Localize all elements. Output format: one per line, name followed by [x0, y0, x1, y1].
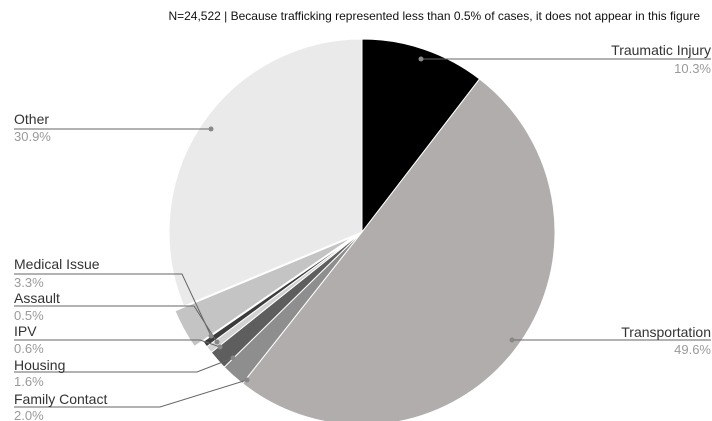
slice-value-housing: 1.6% — [14, 374, 44, 389]
leader-line-assault — [14, 305, 218, 343]
slice-value-transportation: 49.6% — [674, 342, 711, 357]
slice-value-ipv: 0.6% — [14, 341, 44, 356]
slice-value-medical-issue: 3.3% — [14, 275, 44, 290]
leader-dot-housing — [230, 355, 236, 361]
slice-label-assault: Assault — [14, 290, 60, 306]
slice-value-traumatic-injury: 10.3% — [674, 61, 711, 76]
leader-line-ipv — [14, 339, 221, 348]
leader-dot-medical-issue — [208, 333, 214, 339]
leader-dot-traumatic-injury — [418, 56, 424, 62]
slice-label-other: Other — [14, 111, 49, 127]
leader-line-medical-issue — [14, 273, 212, 337]
leader-dot-family-contact — [244, 377, 250, 383]
leader-dot-transportation — [509, 337, 515, 343]
slice-label-transportation: Transportation — [621, 324, 711, 340]
slice-value-family-contact: 2.0% — [14, 408, 44, 421]
leader-dot-other — [208, 126, 214, 132]
chart-note: N=24,522 | Because trafficking represent… — [168, 9, 700, 23]
pie-slice-other — [168, 38, 363, 307]
slice-label-medical-issue: Medical Issue — [14, 256, 100, 272]
pie-slice-transportation — [241, 78, 556, 421]
slice-label-family-contact: Family Contact — [14, 391, 107, 407]
leader-line-housing — [14, 357, 234, 373]
slice-label-housing: Housing — [14, 357, 65, 373]
pie-slice-medical-issue — [174, 236, 354, 348]
pie-slice-assault — [202, 231, 363, 348]
slice-value-other: 30.9% — [14, 129, 51, 144]
slice-value-assault: 0.5% — [14, 308, 44, 323]
slice-label-ipv: IPV — [14, 323, 37, 339]
leader-dot-assault — [214, 339, 220, 345]
pie-slice-traumatic-injury — [361, 38, 481, 234]
leader-line-family-contact — [14, 379, 248, 408]
slice-label-traumatic-injury: Traumatic Injury — [611, 42, 711, 58]
leader-dot-ipv — [217, 344, 223, 350]
